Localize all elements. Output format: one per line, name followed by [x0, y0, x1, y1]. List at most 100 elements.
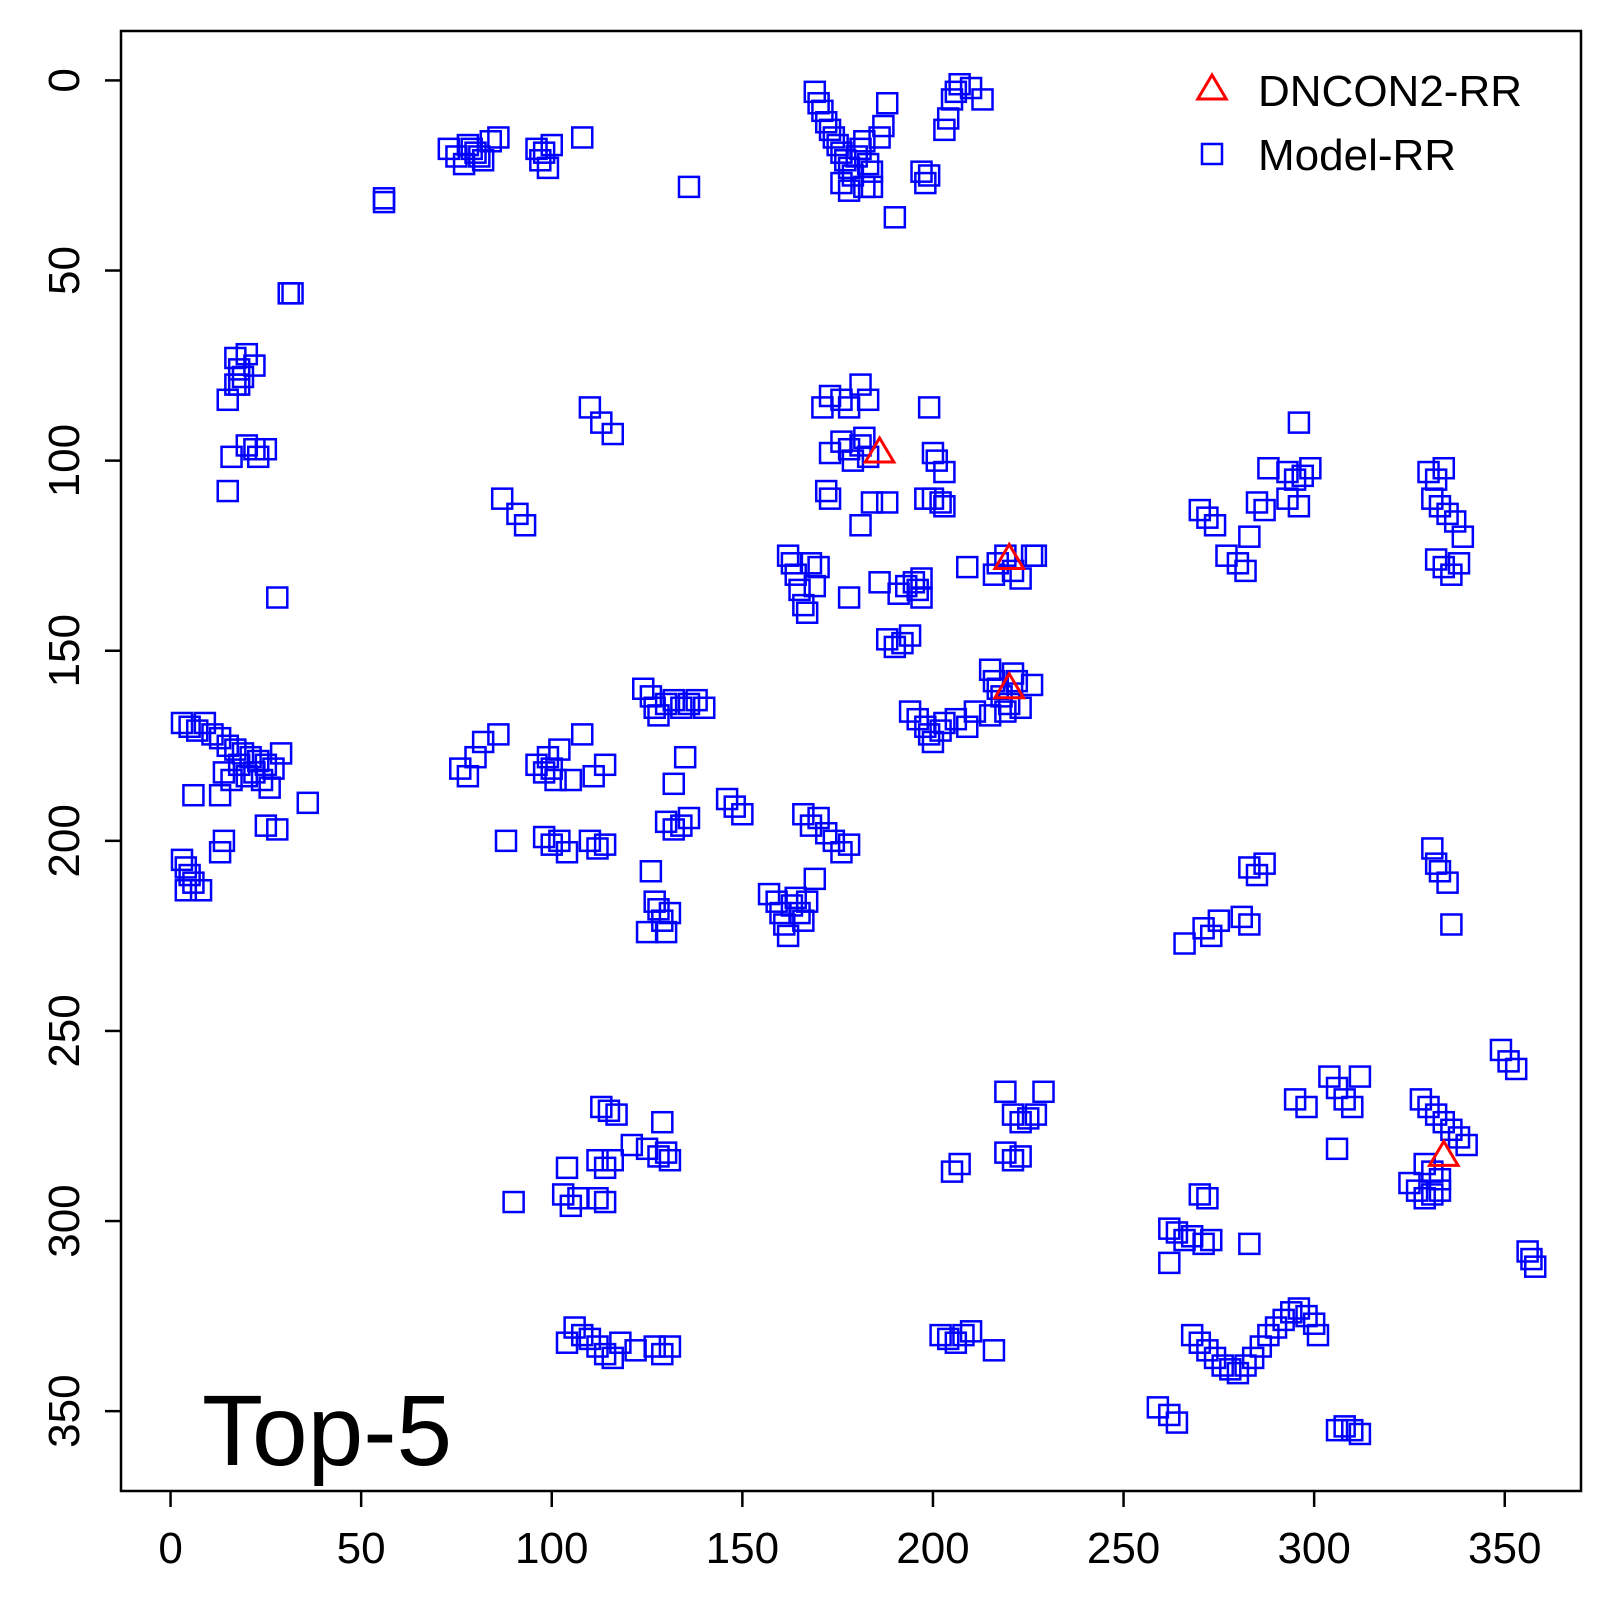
data-point — [1196, 506, 1219, 529]
data-point — [1158, 1217, 1181, 1240]
data-point — [731, 802, 754, 826]
data-point — [243, 437, 266, 461]
data-point — [513, 514, 537, 537]
data-point — [1245, 491, 1269, 514]
data-point — [1009, 567, 1032, 590]
data-point — [1299, 456, 1322, 480]
data-point — [1489, 1038, 1513, 1062]
data-point — [1440, 563, 1463, 586]
data-point — [586, 837, 609, 860]
data-point — [597, 1099, 621, 1123]
data-point — [1199, 924, 1223, 948]
data-point — [868, 571, 891, 594]
data-point — [258, 776, 281, 799]
data-point — [532, 761, 556, 784]
data-point — [1158, 1251, 1181, 1275]
data-point — [917, 396, 941, 419]
data-point — [799, 814, 823, 837]
data-point — [1405, 1179, 1429, 1202]
data-point — [677, 806, 701, 830]
data-point — [1024, 544, 1048, 567]
data-point — [1432, 456, 1456, 480]
y-tick-label: 200 — [40, 804, 89, 877]
data-point — [571, 723, 594, 746]
data-point — [563, 1316, 586, 1339]
data-point — [925, 449, 949, 472]
data-point — [464, 745, 487, 769]
data-point — [208, 726, 232, 750]
data-point — [605, 1103, 628, 1126]
data-point — [1238, 525, 1261, 548]
data-point — [540, 133, 564, 157]
data-point — [860, 175, 884, 199]
data-point — [593, 1342, 617, 1366]
legend-marker — [1195, 72, 1229, 101]
data-point — [536, 156, 560, 180]
data-point — [677, 692, 701, 716]
data-point — [601, 1346, 624, 1370]
data-point — [818, 441, 842, 465]
data-point — [1432, 555, 1456, 579]
data-point — [525, 137, 548, 161]
x-tick-label: 250 — [1087, 1524, 1160, 1573]
data-point — [1001, 662, 1025, 685]
data-point — [994, 1080, 1017, 1104]
data-point — [1283, 1088, 1307, 1111]
data-point — [212, 761, 236, 784]
series-model-rr — [170, 72, 1547, 1446]
data-point — [487, 126, 510, 149]
data-point — [788, 578, 811, 602]
data-point — [1333, 1088, 1356, 1111]
data-point — [921, 487, 945, 510]
data-point — [1447, 552, 1471, 575]
data-point — [1341, 1418, 1364, 1442]
data-point — [910, 567, 933, 590]
data-point — [1165, 1411, 1189, 1434]
data-point — [266, 818, 289, 841]
data-point — [1291, 464, 1314, 488]
data-point — [1238, 913, 1261, 936]
data-point — [914, 171, 937, 195]
data-point — [662, 688, 685, 712]
data-point — [452, 152, 476, 176]
data-point — [216, 479, 239, 503]
data-point — [1341, 1095, 1364, 1119]
data-point — [929, 1323, 952, 1347]
data-point — [1287, 411, 1311, 434]
data-point — [1234, 1354, 1257, 1377]
data-point — [586, 1186, 609, 1210]
data-point — [281, 282, 304, 305]
data-point — [1257, 1323, 1280, 1347]
data-point — [1188, 498, 1212, 522]
data-point — [551, 1183, 575, 1206]
data-point — [1524, 1255, 1547, 1278]
data-point — [1325, 1418, 1349, 1442]
data-point — [723, 795, 746, 818]
data-point — [978, 704, 1002, 727]
data-point — [1001, 559, 1025, 583]
data-point — [1428, 860, 1452, 883]
data-point — [647, 1145, 670, 1168]
data-point — [254, 814, 278, 837]
data-point — [715, 787, 739, 811]
data-point — [654, 1141, 678, 1164]
data-point — [1421, 487, 1444, 510]
data-point — [662, 818, 685, 841]
data-point — [814, 821, 838, 845]
data-point — [1009, 1110, 1032, 1134]
data-point — [590, 1095, 613, 1119]
data-point — [1249, 1335, 1273, 1358]
data-point — [555, 1156, 579, 1180]
data-point — [910, 160, 933, 183]
data-point — [818, 118, 842, 142]
data-point — [1287, 1297, 1311, 1320]
data-point — [902, 571, 926, 594]
data-point — [1302, 1312, 1326, 1335]
data-point — [929, 719, 952, 742]
data-point — [559, 1194, 583, 1218]
data-point — [1436, 502, 1459, 526]
data-point — [933, 711, 956, 735]
data-point — [807, 806, 830, 830]
data-point — [1295, 1304, 1318, 1328]
data-point — [860, 491, 884, 514]
